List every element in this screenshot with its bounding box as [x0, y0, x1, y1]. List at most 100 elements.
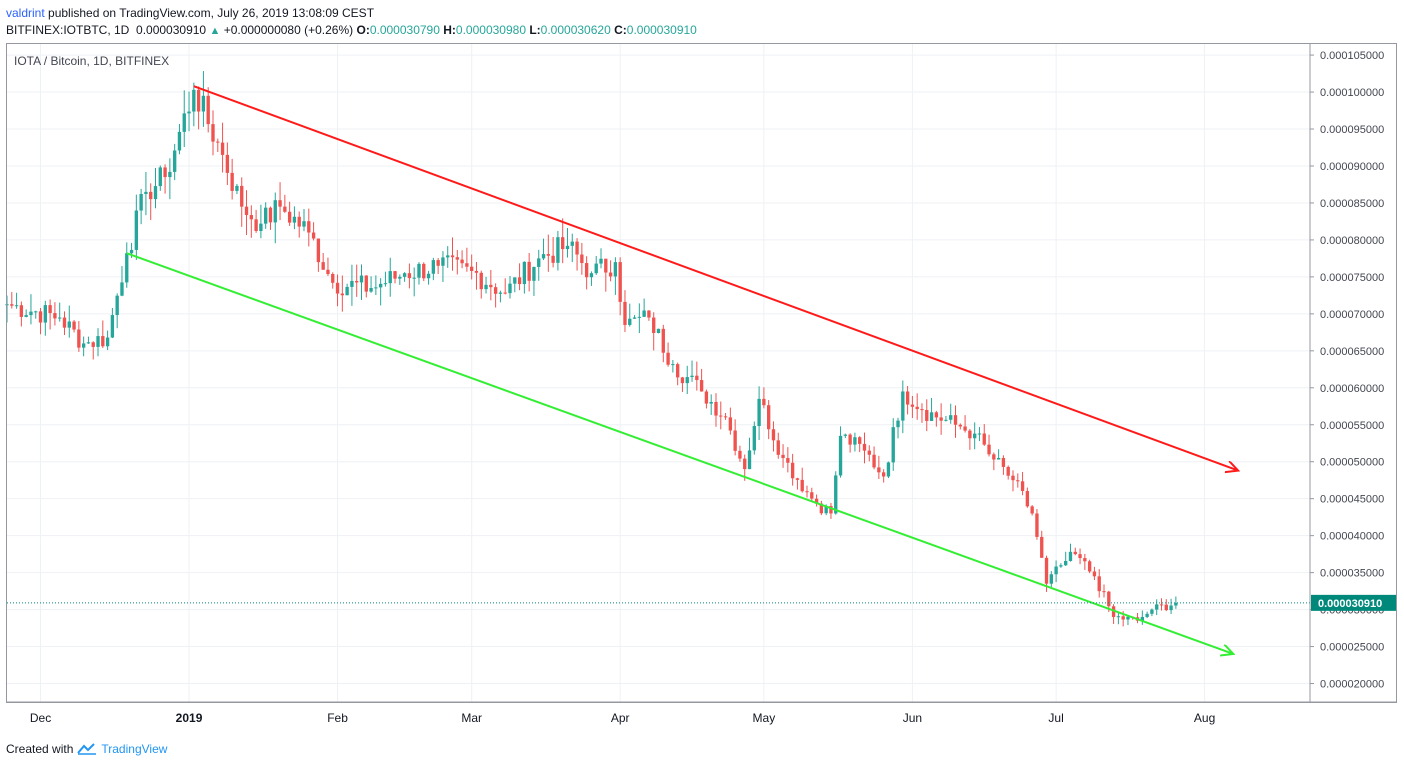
- candle-body: [469, 266, 474, 271]
- y-tick-label: 0.000065000: [1320, 346, 1384, 358]
- y-tick-label: 0.000045000: [1320, 494, 1384, 506]
- candle-body: [944, 419, 948, 421]
- y-tick-label: 0.000095000: [1320, 124, 1384, 136]
- candle-body: [1030, 506, 1034, 514]
- x-tick-label: Feb: [327, 711, 348, 725]
- candle-body: [508, 283, 512, 294]
- x-tick-label: Mar: [461, 711, 482, 725]
- close-label: C:: [614, 23, 627, 37]
- candle-body: [244, 206, 249, 216]
- candle-body: [953, 415, 958, 425]
- candle-body: [929, 412, 934, 421]
- candle-body: [292, 216, 297, 223]
- candle-body: [594, 263, 598, 274]
- candle-body: [43, 305, 48, 323]
- y-tick-label: 0.000035000: [1320, 568, 1384, 580]
- candle-body: [666, 352, 670, 365]
- candle-body: [848, 434, 852, 445]
- candle-body: [115, 295, 119, 316]
- ohlc-legend: BITFINEX:IOTBTC, 1D 0.000030910 ▲ +0.000…: [6, 22, 697, 39]
- candle-body: [24, 315, 28, 317]
- candle-body: [426, 273, 431, 279]
- candle-body: [767, 405, 771, 430]
- candle-body: [1059, 565, 1063, 567]
- candle-body: [728, 417, 733, 431]
- candle-body: [168, 171, 172, 178]
- candle-body: [1097, 576, 1101, 592]
- y-tick-label: 0.000105000: [1320, 50, 1384, 62]
- candle-body: [455, 257, 459, 260]
- candle-body: [972, 433, 977, 439]
- footer: Created with TradingView: [6, 742, 167, 756]
- candle-body: [177, 131, 182, 151]
- candle-body: [915, 406, 919, 410]
- y-tick-label: 0.000025000: [1320, 642, 1384, 654]
- candle-body: [733, 430, 737, 451]
- candle-body: [5, 304, 9, 306]
- candle-body: [968, 430, 972, 439]
- candle-body: [307, 221, 311, 233]
- x-tick-label: Jul: [1048, 711, 1063, 725]
- last-price-tag-label: 0.000030910: [1318, 598, 1382, 610]
- candle-body: [383, 283, 388, 285]
- published-text: published on TradingView.com, July 26, 2…: [48, 6, 375, 20]
- candle-body: [216, 141, 220, 143]
- candle-body: [120, 282, 124, 296]
- candle-body: [163, 167, 167, 178]
- candle-body: [10, 304, 14, 306]
- candle-body: [268, 207, 273, 223]
- y-tick-label: 0.000075000: [1320, 272, 1384, 284]
- high-label: H:: [443, 23, 456, 37]
- candle-body: [786, 458, 790, 463]
- candle-body: [172, 150, 177, 172]
- low-label: L:: [529, 23, 541, 37]
- candle-body: [369, 287, 373, 292]
- candle-body: [326, 269, 330, 274]
- candle-body: [920, 409, 924, 411]
- candle-body: [91, 342, 95, 347]
- candle-body: [1049, 574, 1053, 584]
- candle-body: [934, 412, 939, 418]
- candle-body: [321, 262, 325, 270]
- candle-body: [613, 262, 618, 277]
- tradingview-brand-link[interactable]: TradingView: [101, 742, 168, 756]
- candle-body: [685, 377, 689, 384]
- candle-body: [872, 454, 876, 468]
- high-value: 0.000030980: [455, 23, 526, 37]
- candle-body: [771, 429, 776, 441]
- candle-body: [982, 433, 986, 445]
- candle-body: [355, 280, 359, 283]
- candle-body: [407, 273, 412, 279]
- candle-body: [484, 284, 488, 290]
- candle-body: [331, 273, 335, 283]
- candle-body: [1092, 571, 1097, 577]
- candle-body: [398, 276, 402, 279]
- candle-body: [264, 207, 268, 224]
- candle-body: [144, 191, 148, 195]
- candle-body: [29, 311, 33, 316]
- candle-body: [546, 254, 550, 256]
- candle-body: [814, 498, 819, 504]
- candle-body: [532, 266, 536, 281]
- candle-body: [1102, 591, 1106, 593]
- candle-body: [503, 292, 507, 294]
- candle-body: [810, 492, 814, 499]
- candle-body: [1011, 475, 1015, 481]
- candle-body: [580, 254, 584, 264]
- candle-body: [752, 426, 756, 451]
- candle-body: [838, 435, 843, 476]
- candle-body: [723, 416, 728, 418]
- candle-body: [388, 271, 392, 284]
- candle-body: [225, 154, 230, 173]
- author-link[interactable]: valdrint: [6, 6, 45, 20]
- candle-body: [81, 343, 86, 348]
- pane-label: IOTA / Bitcoin, 1D, BITFINEX: [14, 54, 170, 68]
- candle-body: [867, 450, 871, 455]
- candle-body: [517, 277, 522, 285]
- candle-body: [259, 223, 263, 231]
- candle-body: [522, 261, 527, 285]
- candle-body: [422, 263, 426, 279]
- candle-body: [584, 263, 589, 278]
- candle-body: [249, 215, 253, 220]
